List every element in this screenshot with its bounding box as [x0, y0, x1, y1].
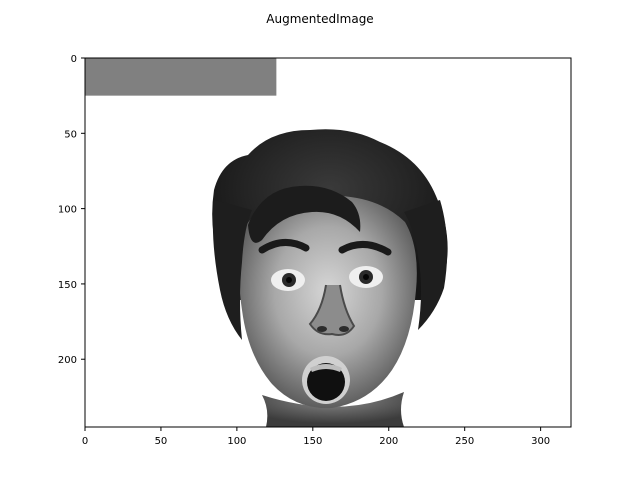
right-eyebrow — [338, 241, 392, 256]
plot-area — [84, 57, 572, 428]
hair-fringe — [248, 185, 361, 243]
right-pupil — [363, 274, 369, 280]
face-photo — [212, 129, 448, 427]
x-axis: 0 50 100 150 200 250 300 — [82, 427, 550, 447]
nostril-right — [339, 326, 349, 332]
hair-side-right — [404, 200, 448, 330]
x-tick-label: 200 — [379, 436, 398, 447]
hair-side-left — [212, 200, 252, 340]
x-tick-label: 300 — [531, 436, 550, 447]
x-tick-label: 0 — [82, 436, 88, 447]
mouth-opening — [307, 363, 345, 401]
x-tick-label: 50 — [155, 436, 168, 447]
figure-title: AugmentedImage — [266, 12, 373, 26]
x-tick-label: 150 — [303, 436, 322, 447]
y-tick-label: 50 — [64, 129, 77, 140]
y-axis: 0 50 100 150 200 — [58, 54, 85, 366]
y-tick-label: 200 — [58, 355, 77, 366]
upper-teeth — [310, 364, 342, 372]
x-tick-label: 100 — [227, 436, 246, 447]
nostril-left — [317, 326, 327, 332]
left-eyebrow — [258, 239, 310, 254]
nose — [308, 284, 356, 336]
y-tick-label: 150 — [58, 280, 77, 291]
occlusion-patch — [85, 58, 277, 96]
neck — [262, 392, 404, 427]
y-tick-label: 0 — [71, 54, 77, 65]
left-pupil — [286, 277, 292, 283]
axes-frame — [84, 57, 572, 428]
y-tick-label: 100 — [58, 205, 77, 216]
x-tick-label: 250 — [455, 436, 474, 447]
